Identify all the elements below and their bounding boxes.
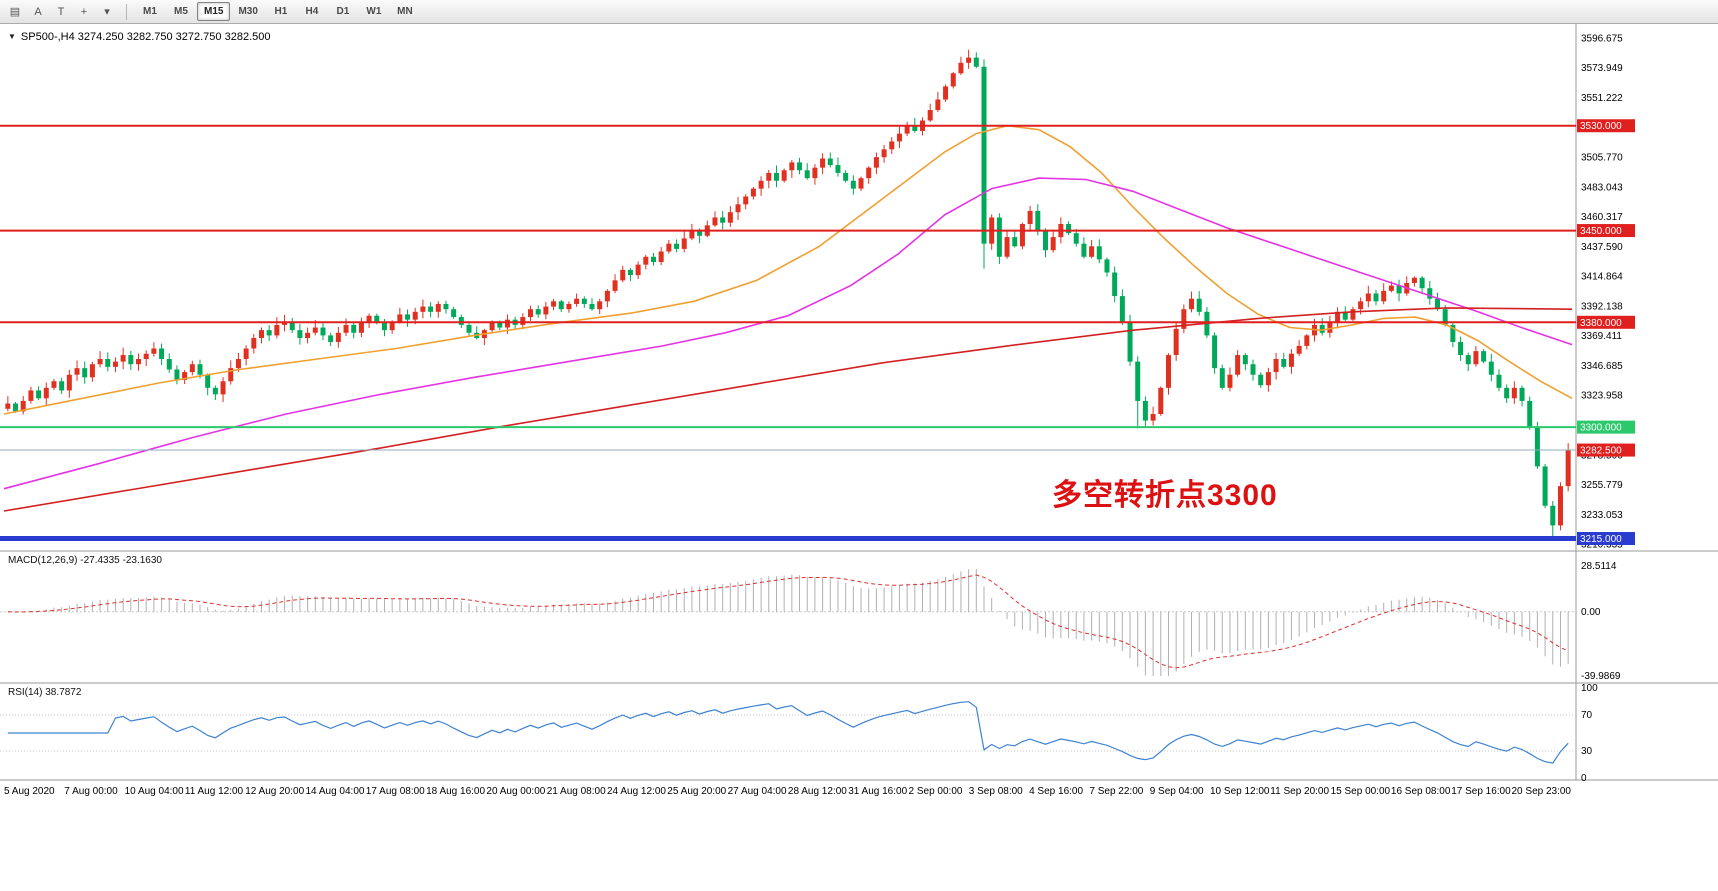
collapse-triangle-icon[interactable]: ▼ xyxy=(8,32,16,41)
candlestick-series xyxy=(5,49,1571,539)
price-badge-3215.000: 3215.000 xyxy=(1577,532,1635,546)
svg-text:3450.000: 3450.000 xyxy=(1580,226,1622,237)
indicator-icon[interactable]: + xyxy=(80,5,88,18)
timeframe-h1[interactable]: H1 xyxy=(274,6,288,17)
svg-text:17 Aug 08:00: 17 Aug 08:00 xyxy=(366,786,425,797)
svg-text:11 Sep 20:00: 11 Sep 20:00 xyxy=(1270,786,1329,797)
svg-text:10 Aug 04:00: 10 Aug 04:00 xyxy=(125,786,184,797)
svg-text:-39.9869: -39.9869 xyxy=(1581,671,1621,682)
svg-text:11 Aug 12:00: 11 Aug 12:00 xyxy=(185,786,244,797)
svg-text:3460.317: 3460.317 xyxy=(1581,212,1623,223)
svg-text:3346.685: 3346.685 xyxy=(1581,361,1623,372)
macd-label: MACD(12,26,9) -27.4335 -23.1630 xyxy=(8,555,162,566)
svg-text:15 Sep 00:00: 15 Sep 00:00 xyxy=(1331,786,1391,797)
annotation-text[interactable]: 多空转折点3300 xyxy=(1052,479,1278,512)
svg-text:70: 70 xyxy=(1581,710,1593,721)
letter-a-icon[interactable]: A xyxy=(34,5,42,18)
svg-text:2 Sep 00:00: 2 Sep 00:00 xyxy=(909,786,963,797)
ma-line-medium-magenta xyxy=(3,177,1573,490)
svg-text:24 Aug 12:00: 24 Aug 12:00 xyxy=(607,786,666,797)
textbox-icon[interactable]: T xyxy=(57,5,65,18)
svg-text:12 Aug 20:00: 12 Aug 20:00 xyxy=(245,786,304,797)
timeframe-d1[interactable]: D1 xyxy=(336,6,350,17)
timeframe-m15[interactable]: M15 xyxy=(197,2,231,21)
svg-text:3369.411: 3369.411 xyxy=(1581,331,1622,342)
svg-text:3215.000: 3215.000 xyxy=(1580,534,1622,545)
svg-text:7 Aug 00:00: 7 Aug 00:00 xyxy=(64,786,118,797)
svg-text:0.00: 0.00 xyxy=(1581,607,1601,618)
svg-text:3392.138: 3392.138 xyxy=(1581,301,1623,312)
rsi-line xyxy=(7,701,1569,764)
svg-text:7 Sep 22:00: 7 Sep 22:00 xyxy=(1089,786,1143,797)
timeframe-group: M1 M5 M15 M30 H1 H4 D1 W1 MN xyxy=(135,2,420,21)
toolbar: ▤ A T + ▾ M1 M5 M15 M30 H1 H4 D1 W1 MN xyxy=(0,0,1718,24)
svg-text:10 Sep 12:00: 10 Sep 12:00 xyxy=(1210,786,1270,797)
rsi-axis-labels: 100 70 30 0 xyxy=(1581,683,1598,784)
time-axis-labels: 5 Aug 2020 7 Aug 00:00 10 Aug 04:00 11 Aug … xyxy=(4,786,1571,797)
svg-text:3551.222: 3551.222 xyxy=(1581,93,1623,104)
ma-line-fast-orange xyxy=(3,124,1573,415)
svg-text:5 Aug 2020: 5 Aug 2020 xyxy=(4,786,55,797)
symbol-ohlc-text: SP500-,H4 3274.250 3282.750 3272.750 328… xyxy=(20,31,271,43)
bar-chart-icon[interactable]: ▤ xyxy=(9,6,21,18)
toolbar-separator xyxy=(126,3,127,20)
svg-text:0: 0 xyxy=(1581,773,1587,784)
svg-text:17 Sep 16:00: 17 Sep 16:00 xyxy=(1451,786,1511,797)
svg-text:3505.770: 3505.770 xyxy=(1581,152,1623,163)
price-badge-3450.000: 3450.000 xyxy=(1577,224,1635,238)
svg-text:3483.043: 3483.043 xyxy=(1581,182,1623,193)
svg-text:3380.000: 3380.000 xyxy=(1580,318,1622,329)
svg-text:25 Aug 20:00: 25 Aug 20:00 xyxy=(667,786,726,797)
svg-text:9 Sep 04:00: 9 Sep 04:00 xyxy=(1150,786,1204,797)
svg-text:4 Sep 16:00: 4 Sep 16:00 xyxy=(1029,786,1083,797)
svg-text:3323.958: 3323.958 xyxy=(1581,391,1623,402)
svg-text:3 Sep 08:00: 3 Sep 08:00 xyxy=(969,786,1023,797)
price-badge-3282.500: 3282.500 xyxy=(1577,443,1635,457)
svg-text:31 Aug 16:00: 31 Aug 16:00 xyxy=(848,786,907,797)
svg-text:3414.864: 3414.864 xyxy=(1581,272,1623,283)
dropdown-caret-icon[interactable]: ▾ xyxy=(104,6,110,18)
svg-text:3530.000: 3530.000 xyxy=(1580,121,1622,132)
timeframe-mn[interactable]: MN xyxy=(397,6,413,17)
rsi-label: RSI(14) 38.7872 xyxy=(8,687,82,698)
timeframe-m30[interactable]: M30 xyxy=(238,6,258,17)
price-badge-3300.000: 3300.000 xyxy=(1577,420,1635,434)
svg-text:28 Aug 12:00: 28 Aug 12:00 xyxy=(788,786,847,797)
svg-text:3210.335: 3210.335 xyxy=(1581,540,1623,551)
toolbar-icon-group: ▤ A T + ▾ xyxy=(4,2,118,22)
svg-text:30: 30 xyxy=(1581,746,1593,757)
svg-text:3596.675: 3596.675 xyxy=(1581,33,1623,44)
svg-text:27 Aug 04:00: 27 Aug 04:00 xyxy=(728,786,787,797)
timeframe-h4[interactable]: H4 xyxy=(305,6,319,17)
timeframe-m5[interactable]: M5 xyxy=(174,6,188,17)
svg-text:3300.000: 3300.000 xyxy=(1580,423,1622,434)
timeframe-w1[interactable]: W1 xyxy=(366,6,382,17)
svg-text:16 Sep 08:00: 16 Sep 08:00 xyxy=(1391,786,1451,797)
macd-signal-line xyxy=(7,574,1569,669)
svg-text:3255.779: 3255.779 xyxy=(1581,480,1623,491)
macd-histogram xyxy=(15,568,1569,676)
svg-text:18 Aug 16:00: 18 Aug 16:00 xyxy=(426,786,485,797)
timeframe-m1[interactable]: M1 xyxy=(143,6,157,17)
macd-axis-labels: 28.5114 0.00 -39.9869 xyxy=(1581,561,1621,682)
svg-text:3573.949: 3573.949 xyxy=(1581,63,1623,74)
svg-text:3233.053: 3233.053 xyxy=(1581,510,1623,521)
chart-title: ▼ SP500-,H4 3274.250 3282.750 3272.750 3… xyxy=(8,31,270,43)
svg-text:20 Aug 00:00: 20 Aug 00:00 xyxy=(486,786,545,797)
svg-text:28.5114: 28.5114 xyxy=(1581,561,1617,572)
ma-line-slow-red xyxy=(3,307,1573,512)
svg-text:3282.500: 3282.500 xyxy=(1580,446,1622,457)
svg-text:100: 100 xyxy=(1581,683,1598,694)
price-badge-3380.000: 3380.000 xyxy=(1577,315,1635,329)
price-badge-3530.000: 3530.000 xyxy=(1577,119,1635,133)
svg-text:14 Aug 04:00: 14 Aug 04:00 xyxy=(306,786,365,797)
svg-text:21 Aug 08:00: 21 Aug 08:00 xyxy=(547,786,606,797)
svg-text:20 Sep 23:00: 20 Sep 23:00 xyxy=(1512,786,1572,797)
svg-text:3437.590: 3437.590 xyxy=(1581,242,1623,253)
